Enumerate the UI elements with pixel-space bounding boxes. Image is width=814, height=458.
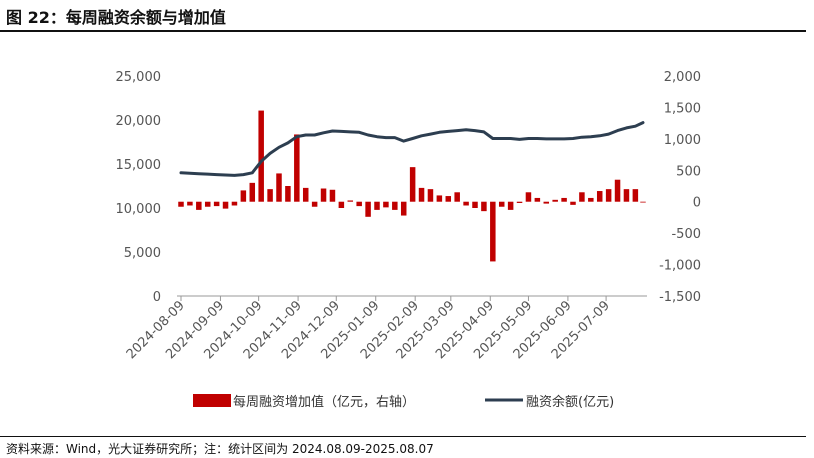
bar-mark (534, 197, 541, 202)
bar-mark (249, 182, 256, 202)
bar-mark (222, 201, 229, 209)
bar-mark (409, 167, 416, 202)
y-right-tick-label: -1,500 (659, 290, 701, 305)
y-left-tick-label: 15,000 (116, 158, 162, 173)
y-left-tick-label: 10,000 (116, 202, 162, 217)
bar-mark (320, 188, 327, 202)
bar-mark (436, 195, 443, 202)
bar-mark (356, 201, 362, 207)
footer-rule (0, 436, 806, 437)
bar-mark (570, 201, 576, 205)
bar-mark (543, 201, 550, 204)
bar-mark (204, 201, 211, 207)
y-right-tick-label: -500 (671, 227, 701, 242)
bar-mark (445, 196, 452, 202)
y-right-tick-label: 0 (693, 196, 701, 211)
y-left-tick-label: 20,000 (116, 114, 162, 129)
bar-mark (400, 201, 407, 216)
chart-area: 0 5,000 10,000 15,000 20,000 25,000 -1,500 -1,0… (116, 70, 702, 410)
bar-mark (392, 201, 398, 210)
chart-title: 图 22：每周融资余额与增加值 (6, 8, 226, 27)
y-right-tick-label: 2,000 (664, 70, 701, 85)
bar-mark (498, 201, 505, 207)
bar-mark (338, 201, 345, 208)
bar-mark (490, 201, 496, 262)
bar-mark (213, 201, 220, 207)
legend-label-line: 融资余额(亿元) (526, 394, 614, 410)
legend-label-bar: 每周融资增加值（亿元，右轴） (233, 394, 415, 410)
legend-swatch-bar (193, 394, 231, 407)
bar-mark (481, 201, 487, 212)
bar-mark (614, 179, 621, 202)
y-right-tick-label: 500 (676, 164, 701, 179)
source-note: 资料来源：Wind，光大证券研究所；注：统计区间为 2024.08.09-202… (6, 442, 434, 456)
y-left-tick-label: 25,000 (116, 70, 162, 85)
y-left-tick-label: 5,000 (124, 246, 161, 261)
bar-mark (507, 201, 514, 210)
bar-mark (632, 189, 639, 202)
bar-mark (561, 197, 567, 202)
axes-group: 0 5,000 10,000 15,000 20,000 25,000 -1,500 -1,0… (116, 70, 702, 362)
bar-mark (596, 191, 603, 202)
bar-mark (588, 197, 594, 202)
bar-mark (579, 192, 585, 202)
bar-mark (311, 201, 318, 207)
bar-mark (623, 189, 630, 202)
bar-mark (605, 189, 612, 202)
bar-mark (240, 190, 247, 202)
bar-mark (640, 201, 646, 203)
bar-mark (285, 186, 291, 202)
title-rule (0, 30, 806, 32)
bar-mark (418, 187, 425, 202)
bar-mark (552, 199, 558, 202)
legend: 每周融资增加值（亿元，右轴） 融资余额(亿元) (193, 394, 614, 410)
bar-mark (187, 201, 193, 206)
bar-mark (374, 201, 380, 210)
bar-series-group (178, 110, 646, 262)
bar-mark (178, 201, 184, 207)
bar-mark (258, 110, 264, 202)
bar-mark (525, 192, 532, 202)
bar-mark (454, 192, 460, 202)
bar-mark (276, 173, 282, 202)
bar-mark (231, 201, 238, 206)
bar-mark (472, 201, 478, 208)
y-right-tick-label: 1,500 (664, 101, 701, 116)
bar-mark (516, 201, 523, 203)
balance-line (179, 121, 645, 177)
y-right-tick-label: 1,000 (664, 133, 701, 148)
y-right-tick-label: -1,000 (659, 259, 701, 274)
bar-mark (267, 189, 273, 202)
bar-mark (427, 189, 434, 202)
bar-mark (383, 201, 389, 208)
line-series-group (179, 121, 645, 177)
bar-mark (302, 187, 309, 202)
bar-mark (294, 134, 300, 202)
bar-mark (329, 189, 336, 202)
y-left-tick-label: 0 (153, 290, 161, 305)
bar-mark (463, 201, 469, 206)
bar-mark (365, 201, 371, 217)
bar-mark (347, 200, 354, 202)
bar-mark (196, 201, 202, 210)
